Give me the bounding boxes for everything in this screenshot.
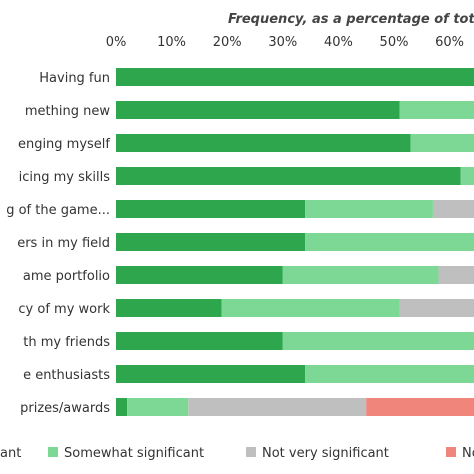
category-label: ame portfolio bbox=[23, 269, 110, 284]
bar-segment bbox=[305, 200, 433, 218]
bar-segment bbox=[410, 134, 474, 152]
bar-segment bbox=[116, 299, 222, 317]
category-label: prizes/awards bbox=[20, 401, 110, 416]
bar-segment bbox=[127, 398, 189, 416]
x-tick-label: 40% bbox=[324, 35, 353, 50]
x-tick-label: 50% bbox=[380, 35, 409, 50]
bar-segment bbox=[116, 398, 128, 416]
legend-swatch bbox=[48, 447, 58, 457]
category-label: g of the game... bbox=[6, 203, 110, 218]
bar-segment bbox=[116, 266, 283, 284]
x-tick-label: 30% bbox=[268, 35, 297, 50]
bar-segment bbox=[221, 299, 400, 317]
bar-segment bbox=[438, 266, 474, 284]
x-tick-label: 20% bbox=[213, 35, 242, 50]
category-labels: Having fun mething new enging myself icing … bbox=[6, 71, 110, 416]
bar-segment bbox=[116, 233, 306, 251]
bar-segment bbox=[188, 398, 367, 416]
category-label: cy of my work bbox=[18, 302, 110, 317]
legend-swatch bbox=[246, 447, 256, 457]
bar-segment bbox=[282, 266, 439, 284]
bar-segment bbox=[282, 332, 474, 350]
bar-segment bbox=[399, 101, 474, 119]
bar-segment bbox=[460, 167, 474, 185]
legend: ant Somewhat significant Not very signific… bbox=[0, 446, 474, 461]
legend-label: ant bbox=[0, 446, 21, 461]
bar-segment bbox=[116, 134, 411, 152]
chart-title: Frequency, as a percentage of tot bbox=[228, 12, 474, 27]
category-label: enging myself bbox=[18, 137, 110, 152]
bar-segment bbox=[116, 200, 306, 218]
category-label: e enthusiasts bbox=[23, 368, 110, 383]
bar-segment bbox=[366, 398, 474, 416]
category-label: ers in my field bbox=[17, 236, 110, 251]
legend-label: Somewhat significant bbox=[64, 446, 204, 461]
bars bbox=[116, 68, 474, 416]
category-label: mething new bbox=[25, 104, 110, 119]
legend-label: No bbox=[462, 446, 474, 461]
legend-label: Not very significant bbox=[262, 446, 389, 461]
category-label: Having fun bbox=[39, 71, 110, 86]
bar-segment bbox=[116, 101, 400, 119]
bar-segment bbox=[432, 200, 474, 218]
bar-segment bbox=[116, 68, 474, 86]
bar-segment bbox=[116, 332, 283, 350]
category-label: th my friends bbox=[23, 335, 110, 350]
legend-swatch bbox=[446, 447, 456, 457]
bar-segment bbox=[305, 365, 474, 383]
bar-segment bbox=[116, 167, 461, 185]
bar-segment bbox=[305, 233, 474, 251]
bar-segment bbox=[399, 299, 474, 317]
x-tick-label: 0% bbox=[106, 35, 127, 50]
x-tick-label: 60% bbox=[435, 35, 464, 50]
category-label: icing my skills bbox=[19, 170, 111, 185]
x-tick-label: 10% bbox=[157, 35, 186, 50]
bar-segment bbox=[116, 365, 306, 383]
x-axis-ticks: 0% 10% 20% 30% 40% 50% 60% bbox=[106, 35, 464, 50]
